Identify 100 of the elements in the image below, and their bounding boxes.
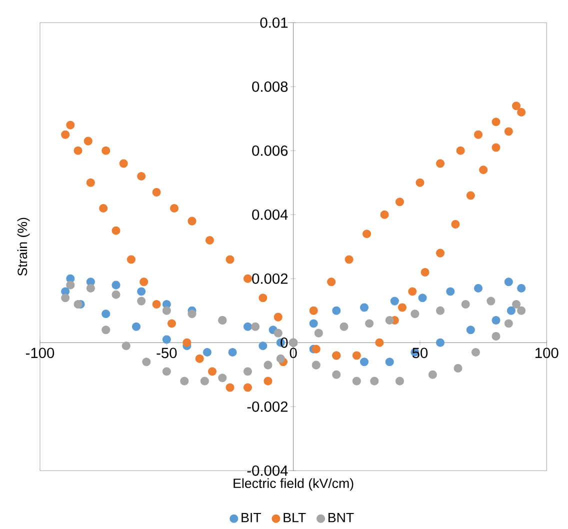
point — [74, 300, 82, 308]
x-tick-label: 0 — [290, 348, 297, 358]
x-tick-label: 100 — [536, 348, 558, 358]
x-tick-label: -50 — [156, 348, 177, 358]
y-tick-label: 0.008 — [252, 81, 288, 92]
point — [312, 344, 320, 354]
point — [461, 300, 470, 308]
point — [375, 338, 384, 347]
point — [258, 293, 268, 302]
point — [486, 296, 496, 306]
point — [352, 351, 361, 360]
point — [112, 226, 120, 235]
x-tick-label: -100 — [26, 348, 54, 358]
point — [264, 376, 272, 386]
point — [112, 280, 120, 290]
point — [276, 354, 285, 363]
point — [86, 284, 95, 292]
point — [140, 277, 148, 286]
point — [170, 204, 179, 212]
point — [492, 316, 500, 324]
point — [226, 383, 234, 392]
point — [385, 357, 394, 366]
point — [61, 293, 70, 302]
point — [436, 248, 445, 258]
point — [66, 120, 75, 130]
point — [332, 306, 341, 315]
point — [102, 146, 110, 155]
point — [370, 376, 379, 386]
point — [492, 332, 500, 340]
y-axis-title: Strain (%) — [17, 218, 30, 276]
point — [126, 255, 136, 264]
point — [102, 325, 110, 334]
y-tick-label: -0.004 — [247, 465, 288, 476]
point — [360, 303, 369, 312]
point — [119, 159, 128, 168]
point — [492, 117, 500, 126]
point — [66, 280, 75, 290]
point — [436, 306, 445, 315]
point — [512, 300, 521, 308]
point — [436, 338, 445, 347]
point — [309, 319, 318, 328]
point — [314, 328, 323, 338]
point — [195, 354, 204, 363]
point — [504, 319, 513, 328]
y-tick-label: 0.01 — [260, 17, 288, 28]
point — [451, 220, 460, 228]
point — [61, 130, 70, 139]
point — [152, 300, 161, 308]
point — [102, 309, 110, 318]
point — [454, 364, 462, 372]
point — [243, 383, 252, 392]
point — [456, 146, 465, 155]
point — [202, 348, 212, 356]
point — [122, 341, 130, 350]
legend-label: BLT — [284, 512, 306, 522]
point — [408, 287, 417, 296]
point — [162, 335, 171, 344]
point — [84, 136, 92, 146]
point — [205, 236, 214, 244]
point — [517, 306, 526, 315]
legend-label: BNT — [328, 512, 354, 522]
point — [380, 210, 389, 219]
point — [258, 341, 268, 350]
y-tick-label: 0.004 — [252, 209, 288, 220]
point — [446, 287, 455, 296]
point — [466, 191, 475, 200]
point — [74, 146, 82, 155]
legend-label: BIT — [242, 512, 262, 522]
point — [243, 367, 252, 376]
point — [327, 277, 336, 286]
point — [344, 255, 354, 264]
point — [362, 229, 372, 238]
point — [243, 274, 252, 283]
point — [274, 312, 282, 322]
point — [395, 197, 404, 206]
point — [474, 130, 483, 139]
point — [137, 287, 146, 296]
point — [474, 284, 483, 292]
point — [312, 360, 320, 370]
point — [517, 108, 526, 116]
point — [142, 357, 151, 366]
point — [340, 322, 348, 331]
point — [506, 306, 516, 315]
x-axis-title: Electric field (kV/cm) — [234, 478, 354, 491]
point — [243, 322, 252, 331]
point — [112, 290, 120, 299]
point — [188, 216, 196, 226]
point — [180, 376, 189, 386]
y-tick-label: 0.002 — [252, 273, 288, 284]
point — [428, 370, 437, 379]
point — [504, 127, 513, 136]
point — [200, 376, 209, 386]
point — [410, 309, 420, 318]
point — [137, 172, 146, 180]
point — [264, 360, 272, 370]
point — [226, 255, 234, 264]
point — [182, 338, 192, 347]
point — [137, 296, 146, 306]
point — [152, 188, 161, 196]
point — [416, 178, 424, 187]
